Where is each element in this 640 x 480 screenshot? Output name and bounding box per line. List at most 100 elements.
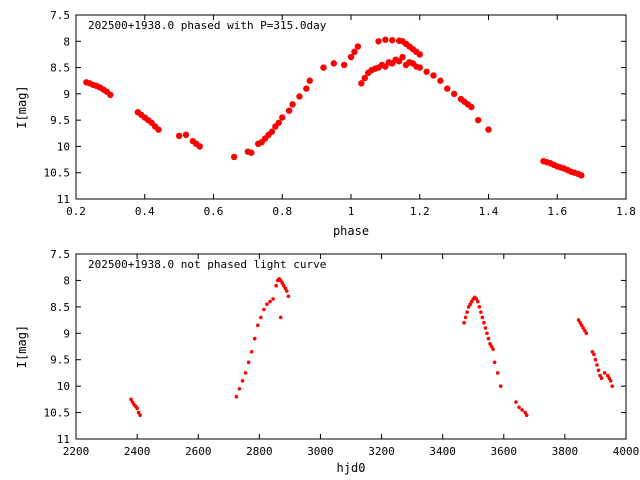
data-point <box>465 310 469 314</box>
x-tick-label: 3000 <box>307 445 334 458</box>
plot-frame <box>75 253 627 440</box>
data-point <box>596 368 601 373</box>
data-point <box>462 320 466 325</box>
unphased-light-curve-panel: 2200 2400 2600 2800 3000 3200 3400 3600 3800 4000… <box>15 248 639 475</box>
data-point <box>382 36 389 43</box>
x-axis-label: hjd0 <box>337 461 366 475</box>
data-point <box>602 371 607 375</box>
data-point <box>285 107 293 114</box>
data-point <box>463 315 468 320</box>
y-tick-label: 10.5 <box>44 407 71 420</box>
data-point <box>107 91 114 99</box>
data-point <box>175 132 183 140</box>
data-point <box>485 331 489 336</box>
data-point <box>278 278 283 283</box>
data-point <box>576 318 581 322</box>
data-point <box>437 77 444 84</box>
chart-title: 202500+1938.0 phased with P=315.0day <box>88 19 327 32</box>
data-point <box>477 305 482 309</box>
data-point <box>416 64 423 71</box>
data-point <box>498 384 503 388</box>
data-point <box>482 320 486 325</box>
x-tick-label: 1.8 <box>616 205 636 218</box>
data-point <box>135 406 139 411</box>
data-point <box>265 302 269 307</box>
data-point <box>252 336 257 341</box>
data-point <box>486 336 491 341</box>
data-point <box>155 126 162 133</box>
x-tick-label: 1.2 <box>410 205 430 218</box>
x-tick-label: 0.6 <box>204 205 224 218</box>
data-point <box>495 371 500 375</box>
data-point <box>520 408 524 412</box>
data-point <box>479 310 483 314</box>
data-point <box>271 297 275 301</box>
data-point <box>489 344 494 349</box>
data-point <box>330 60 338 67</box>
data-point <box>289 101 296 108</box>
data-point <box>578 172 585 179</box>
data-point <box>607 376 611 381</box>
data-point <box>592 352 596 357</box>
data-point <box>306 77 313 84</box>
x-tick-label: 4000 <box>613 445 640 458</box>
data-point <box>278 315 283 320</box>
y-tick-label: 10 <box>57 380 70 393</box>
data-point <box>375 38 382 45</box>
x-axis-label: phase <box>333 224 369 238</box>
phased-light-curve-panel: 0.2 0.4 0.6 0.8 1 1.2 1.4 1.6 1.8 7.5 8 8.5 9 9.5 10 10… <box>15 9 636 238</box>
data-point <box>579 323 584 328</box>
data-point <box>483 326 488 330</box>
data-point <box>476 299 480 304</box>
x-tick-label: 3400 <box>429 445 456 458</box>
y-tick-label: 7.5 <box>50 9 70 22</box>
data-point <box>610 384 615 388</box>
x-tick-label: 0.8 <box>272 205 292 218</box>
data-point <box>599 376 604 381</box>
data-point <box>259 315 263 320</box>
y-tick-label: 9 <box>63 327 70 340</box>
y-tick-label: 10 <box>57 140 70 153</box>
data-point <box>608 379 613 383</box>
data-point <box>474 297 479 301</box>
data-point <box>480 315 485 320</box>
y-tick-label: 7.5 <box>50 248 70 261</box>
data-point <box>444 85 451 92</box>
data-point <box>358 80 365 87</box>
x-tick-label: 2200 <box>63 445 90 458</box>
y-tick-label: 11 <box>57 433 70 446</box>
x-tick-label: 3200 <box>368 445 395 458</box>
data-point <box>130 400 135 404</box>
data-point <box>281 283 286 288</box>
data-point <box>246 360 251 365</box>
data-point <box>129 397 133 402</box>
chart-title: 202500+1938.0 not phased light curve <box>88 258 326 271</box>
data-point <box>136 410 141 415</box>
data-point <box>275 119 283 126</box>
data-point <box>474 116 482 124</box>
data-point <box>268 128 276 135</box>
data-point <box>248 149 255 156</box>
y-tick-label: 8.5 <box>50 301 70 314</box>
data-point <box>590 349 595 354</box>
data-point <box>399 53 406 61</box>
x-tick-label: 2400 <box>124 445 151 458</box>
data-point <box>320 64 327 71</box>
x-tick-label: 2600 <box>185 445 212 458</box>
data-point <box>492 360 497 365</box>
y-tick-label: 9.5 <box>50 354 70 367</box>
data-point <box>240 379 245 383</box>
x-tick-label: 3800 <box>552 445 579 458</box>
data-point <box>230 153 238 161</box>
data-point <box>243 371 248 375</box>
data-point <box>249 349 254 354</box>
data-point <box>256 323 260 328</box>
data-point <box>605 373 610 378</box>
data-point <box>283 286 288 291</box>
data-point <box>280 281 285 285</box>
data-point <box>262 307 266 312</box>
data-point <box>466 305 471 309</box>
x-tick-label: 1.4 <box>479 205 499 218</box>
x-tick-label: 1 <box>348 205 355 218</box>
